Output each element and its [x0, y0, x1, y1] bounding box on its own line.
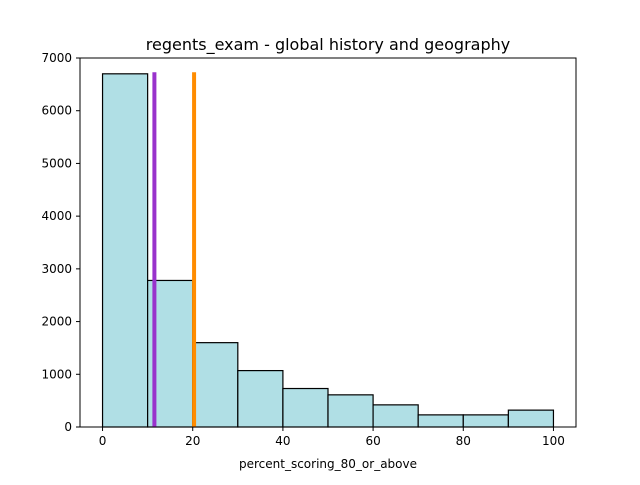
reference-lines — [152, 72, 197, 427]
histogram-bar — [327, 394, 374, 428]
x-tick-label: 20 — [185, 434, 200, 448]
histogram-bar — [417, 414, 464, 428]
histogram-bar — [462, 414, 509, 428]
y-tick-label: 0 — [64, 420, 72, 434]
y-tick-label: 4000 — [41, 209, 72, 223]
histogram-bar — [507, 409, 555, 428]
y-axis-ticks: 0 1000 2000 3000 4000 5000 6000 7000 — [41, 51, 80, 434]
y-tick-label: 1000 — [41, 367, 72, 381]
chart-title: regents_exam - global history and geogra… — [146, 35, 510, 55]
x-axis-label: percent_scoring_80_or_above — [239, 457, 417, 471]
histogram-bars — [101, 73, 555, 428]
plot-frame — [79, 57, 577, 428]
y-tick-label: 5000 — [41, 156, 72, 170]
histogram-bar — [101, 73, 149, 428]
histogram-bar — [192, 342, 239, 428]
x-tick-label: 60 — [365, 434, 380, 448]
histogram-bar — [282, 387, 329, 428]
y-tick-label: 6000 — [41, 104, 72, 118]
x-tick-label: 80 — [456, 434, 471, 448]
x-tick-label: 100 — [542, 434, 565, 448]
x-axis-ticks: 0 20 40 60 80 100 — [99, 427, 565, 448]
y-tick-label: 3000 — [41, 262, 72, 276]
histogram-bar — [237, 369, 284, 428]
y-tick-label: 7000 — [41, 51, 72, 65]
histogram-bar — [372, 404, 419, 428]
y-tick-label: 2000 — [41, 315, 72, 329]
x-tick-label: 40 — [275, 434, 290, 448]
x-tick-label: 0 — [99, 434, 107, 448]
